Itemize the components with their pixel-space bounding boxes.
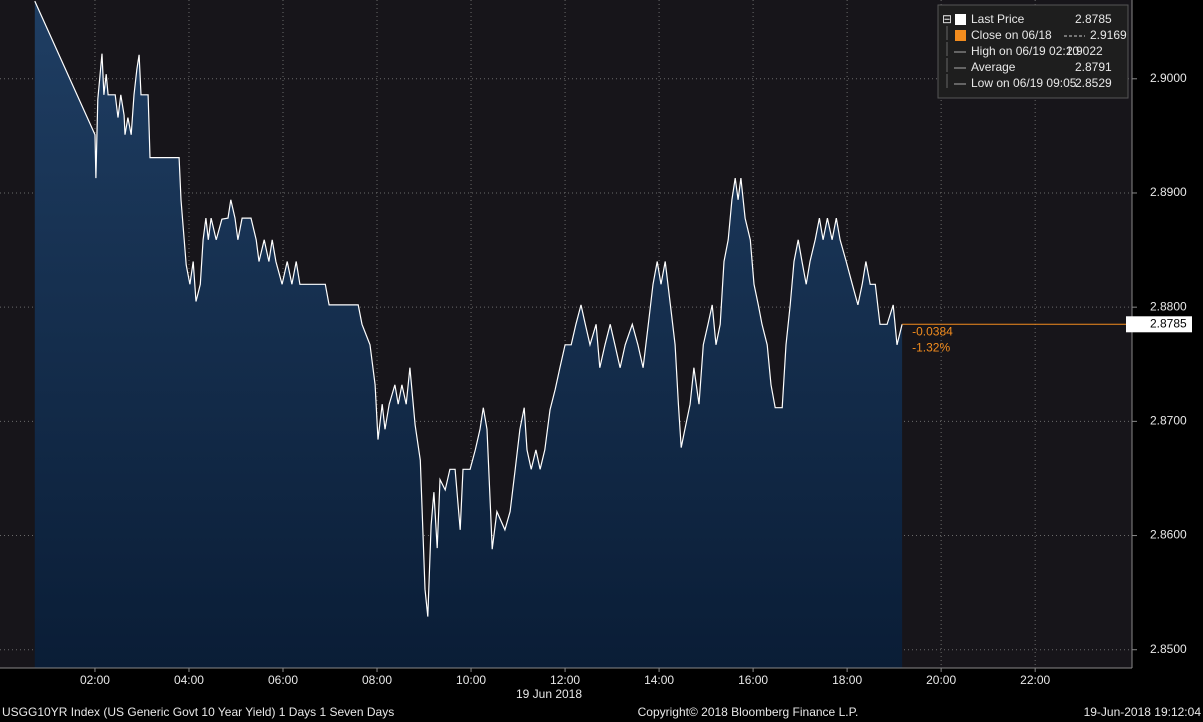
change-label: -0.0384 xyxy=(912,324,953,338)
date-label: 19 Jun 2018 xyxy=(516,687,582,701)
footer-center: Copyright© 2018 Bloomberg Finance L.P. xyxy=(638,705,859,719)
y-tick-label: 2.8700 xyxy=(1150,414,1187,428)
legend-value: 2.8791 xyxy=(1075,60,1112,74)
x-tick-label: 18:00 xyxy=(832,673,862,687)
x-tick-label: 16:00 xyxy=(738,673,768,687)
x-tick-label: 12:00 xyxy=(550,673,580,687)
legend-label: Low on 06/19 09:05 xyxy=(971,76,1077,90)
last-price-tag xyxy=(1126,316,1192,333)
y-tick-label: 2.9000 xyxy=(1150,71,1187,85)
line xyxy=(34,0,903,617)
legend-swatch xyxy=(955,14,966,25)
area xyxy=(34,1,903,669)
legend-label: Last Price xyxy=(971,12,1025,26)
x-tick-label: 06:00 xyxy=(268,673,298,687)
legend-label: Close on 06/18 xyxy=(971,28,1052,42)
footer-right: 19-Jun-2018 19:12:04 xyxy=(1084,705,1202,719)
legend-label: High on 06/19 02:10 xyxy=(971,44,1079,58)
x-tick-label: 02:00 xyxy=(80,673,110,687)
y-tick-label: 2.8800 xyxy=(1150,299,1187,313)
legend-box xyxy=(937,4,1129,99)
footer-left: USGG10YR Index (US Generic Govt 10 Year … xyxy=(2,705,394,719)
x-tick-label: 04:00 xyxy=(174,673,204,687)
legend-swatch xyxy=(955,30,966,41)
legend-collapse: ⊟ xyxy=(942,12,952,26)
legend-label: Average xyxy=(971,60,1016,74)
y-tick-label: 2.8900 xyxy=(1150,185,1187,199)
legend-value: 2.8785 xyxy=(1075,12,1112,26)
legend-value: 2.8529 xyxy=(1075,76,1112,90)
x-tick-label: 20:00 xyxy=(926,673,956,687)
x-tick-label: 08:00 xyxy=(362,673,392,687)
x-tick-label: 10:00 xyxy=(456,673,486,687)
last-price-tag-label: 2.8785 xyxy=(1150,316,1187,330)
legend-value: 2.9169 xyxy=(1090,28,1127,42)
y-tick-label: 2.8600 xyxy=(1150,528,1187,542)
x-tick-label: 14:00 xyxy=(644,673,674,687)
y-tick-label: 2.8500 xyxy=(1150,642,1187,656)
change-label: -1.32% xyxy=(912,340,950,354)
legend-value: 2.9022 xyxy=(1066,44,1103,58)
x-tick-label: 22:00 xyxy=(1020,673,1050,687)
